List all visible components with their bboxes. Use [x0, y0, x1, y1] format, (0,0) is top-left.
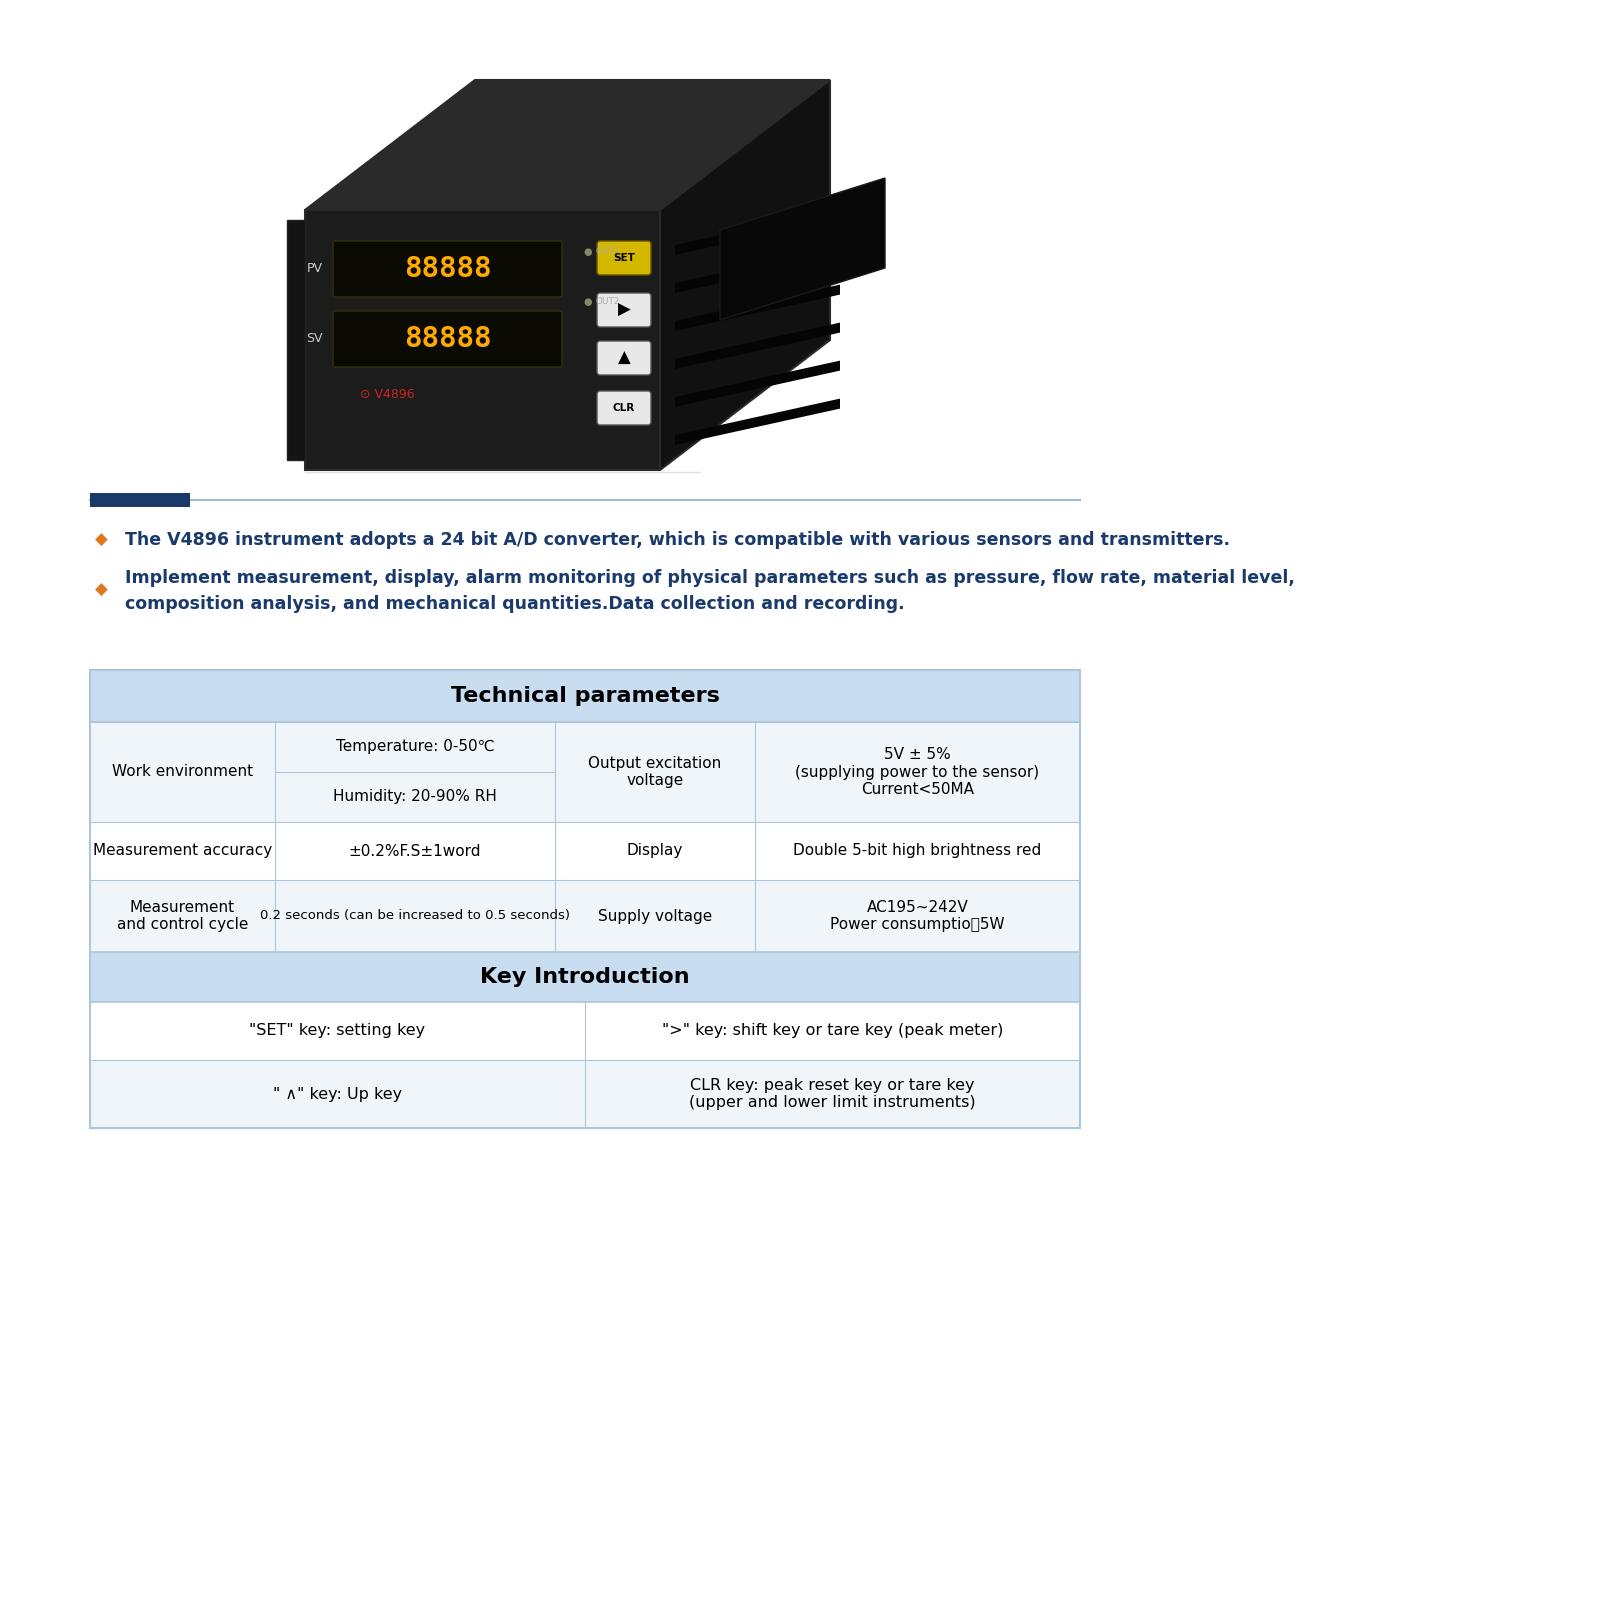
- Polygon shape: [675, 323, 840, 370]
- Text: ▲: ▲: [618, 349, 630, 366]
- FancyBboxPatch shape: [597, 341, 651, 374]
- Polygon shape: [675, 285, 840, 331]
- FancyBboxPatch shape: [333, 310, 562, 366]
- FancyBboxPatch shape: [597, 242, 651, 275]
- Text: Work environment: Work environment: [112, 765, 253, 779]
- Text: ⊙ V4896: ⊙ V4896: [360, 389, 414, 402]
- Text: 0.2 seconds (can be increased to 0.5 seconds): 0.2 seconds (can be increased to 0.5 sec…: [259, 909, 570, 923]
- FancyBboxPatch shape: [597, 390, 651, 426]
- Text: PV: PV: [307, 262, 323, 275]
- Text: ">" key: shift key or tare key (peak meter): ">" key: shift key or tare key (peak met…: [662, 1024, 1003, 1038]
- Text: Key Introduction: Key Introduction: [480, 966, 690, 987]
- Text: 88888: 88888: [403, 325, 491, 354]
- Bar: [90, 1059, 1080, 1128]
- Text: Humidity: 20-90% RH: Humidity: 20-90% RH: [333, 789, 498, 805]
- Bar: [90, 880, 1080, 952]
- Text: Measurement
and control cycle: Measurement and control cycle: [117, 899, 248, 933]
- Polygon shape: [675, 208, 840, 254]
- Polygon shape: [306, 210, 661, 470]
- Polygon shape: [661, 80, 830, 470]
- Bar: [90, 670, 1080, 1128]
- Text: Display: Display: [627, 843, 683, 859]
- Text: Output excitation
voltage: Output excitation voltage: [589, 755, 722, 789]
- Text: CLR: CLR: [613, 403, 635, 413]
- Polygon shape: [720, 178, 885, 320]
- Text: 5V ± 5%
(supplying power to the sensor)
Current<50MA: 5V ± 5% (supplying power to the sensor) …: [795, 747, 1040, 797]
- Polygon shape: [306, 80, 830, 210]
- Text: The V4896 instrument adopts a 24 bit A/D converter, which is compatible with var: The V4896 instrument adopts a 24 bit A/D…: [125, 531, 1230, 549]
- Text: SET: SET: [613, 253, 635, 262]
- Polygon shape: [675, 360, 840, 406]
- Text: ◆: ◆: [94, 581, 107, 598]
- Polygon shape: [286, 219, 306, 461]
- Text: AC195~242V
Power consumptio＜5W: AC195~242V Power consumptio＜5W: [830, 899, 1005, 933]
- Text: composition analysis, and mechanical quantities.Data collection and recording.: composition analysis, and mechanical qua…: [125, 595, 904, 613]
- Text: Measurement accuracy: Measurement accuracy: [93, 843, 272, 859]
- FancyBboxPatch shape: [597, 293, 651, 326]
- Text: SV: SV: [307, 333, 323, 346]
- Text: ±0.2%F.S±1word: ±0.2%F.S±1word: [349, 843, 482, 859]
- Text: Supply voltage: Supply voltage: [598, 909, 712, 923]
- Text: ●: ●: [584, 298, 592, 307]
- Bar: [90, 822, 1080, 880]
- Bar: [90, 1002, 1080, 1059]
- Text: ◆: ◆: [94, 531, 107, 549]
- Text: " ∧" key: Up key: " ∧" key: Up key: [274, 1086, 402, 1101]
- Text: ●: ●: [584, 246, 592, 258]
- Text: ▶: ▶: [618, 301, 630, 318]
- Text: OUT2: OUT2: [595, 298, 619, 307]
- Text: 88888: 88888: [403, 254, 491, 283]
- Text: Technical parameters: Technical parameters: [451, 686, 720, 706]
- Polygon shape: [675, 398, 840, 445]
- FancyBboxPatch shape: [333, 242, 562, 298]
- Bar: [90, 722, 1080, 822]
- Text: Temperature: 0-50℃: Temperature: 0-50℃: [336, 739, 494, 755]
- Polygon shape: [675, 246, 840, 293]
- Text: Implement measurement, display, alarm monitoring of physical parameters such as : Implement measurement, display, alarm mo…: [125, 570, 1294, 587]
- Text: CLR key: peak reset key or tare key
(upper and lower limit instruments): CLR key: peak reset key or tare key (upp…: [690, 1078, 976, 1110]
- Bar: [90, 493, 190, 507]
- Text: OUT1: OUT1: [595, 248, 619, 256]
- Bar: [90, 952, 1080, 1002]
- Text: Double 5-bit high brightness red: Double 5-bit high brightness red: [794, 843, 1042, 859]
- Text: "SET" key: setting key: "SET" key: setting key: [250, 1024, 426, 1038]
- Bar: [90, 670, 1080, 722]
